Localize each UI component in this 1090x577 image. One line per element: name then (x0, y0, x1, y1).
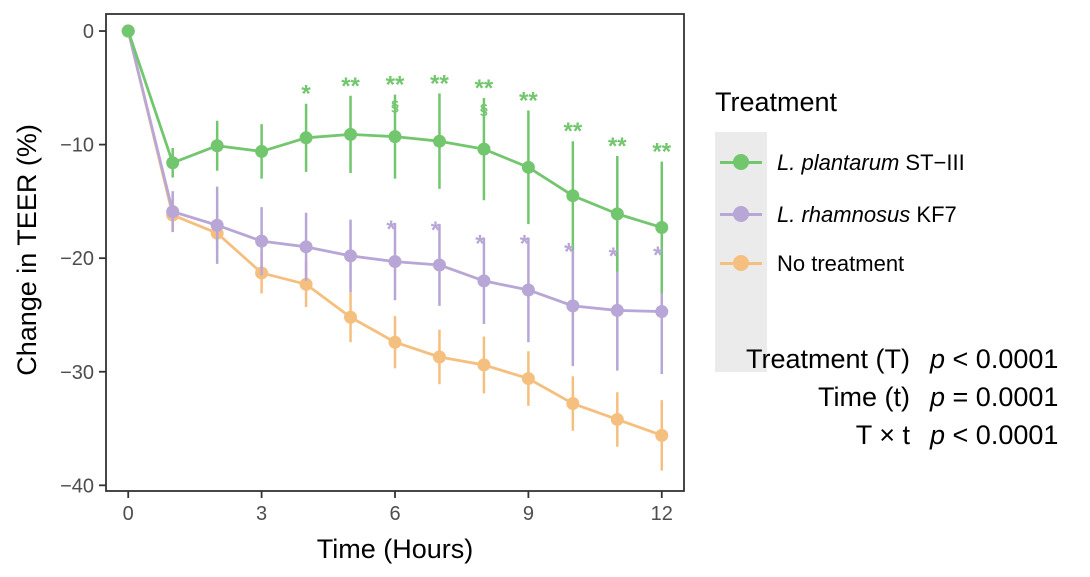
legend-key-rhamnosus (715, 192, 767, 238)
stat-term: Time (t) (818, 382, 910, 412)
significance-marker: ** (475, 75, 494, 102)
data-point (166, 205, 180, 219)
data-point (566, 397, 580, 411)
data-point (166, 156, 180, 170)
significance-marker: * (653, 242, 663, 269)
series-plantarum (121, 24, 669, 294)
data-point (121, 24, 135, 38)
legend: Treatment L. plantarum ST−III L. rhamnos… (715, 84, 1045, 372)
y-tick-label: −30 (60, 362, 94, 384)
axis-layer: 0 3 6 9 12 0 −10 −20 −30 −40 (60, 21, 673, 525)
section-marker: § (391, 98, 399, 115)
data-point (255, 144, 269, 158)
data-point (655, 221, 669, 235)
data-point (477, 142, 491, 156)
data-point (210, 139, 224, 153)
significance-marker: ** (341, 73, 360, 100)
significance-marker: ** (386, 72, 405, 99)
stat-term: Treatment (T) (745, 344, 910, 374)
data-point (655, 428, 669, 442)
legend-key-no-treatment (715, 241, 767, 287)
data-point (610, 207, 624, 221)
legend-label-no-treatment: No treatment (777, 251, 905, 276)
data-point (388, 335, 402, 349)
data-point (299, 240, 313, 254)
significance-marker: ** (430, 71, 449, 98)
stat-row: Treatment (T) p < 0.0001 (700, 340, 1080, 378)
data-point (344, 249, 358, 263)
stat-row: T × t p < 0.0001 (700, 416, 1080, 454)
stat-p-value: p < 0.0001 (930, 420, 1059, 450)
statistics-panel: Treatment (T) p < 0.0001 Time (t) p = 0.… (700, 340, 1080, 454)
y-tick-label: 0 (83, 21, 94, 43)
significance-marker: * (520, 231, 530, 258)
x-tick-label: 9 (523, 503, 534, 525)
data-point (210, 218, 224, 232)
data-point (477, 358, 491, 372)
legend-key-background (715, 132, 767, 372)
data-point (521, 160, 535, 174)
legend-label-plantarum: L. plantarum ST−III (777, 150, 965, 175)
significance-marker: ** (564, 118, 583, 145)
y-tick-label: −20 (60, 248, 94, 270)
y-tick-label: −40 (60, 475, 94, 497)
data-point (610, 303, 624, 317)
stat-row: Time (t) p = 0.0001 (700, 378, 1080, 416)
y-axis-title: Change in TEER (%) (12, 124, 42, 376)
section-marker: § (480, 101, 488, 118)
significance-marker: ** (652, 139, 671, 166)
data-point (344, 310, 358, 324)
data-point (432, 134, 446, 148)
data-point (610, 412, 624, 426)
data-point (299, 277, 313, 291)
x-tick-label: 3 (256, 503, 267, 525)
series-layer (121, 24, 669, 471)
significance-marker: * (609, 243, 619, 270)
significance-marker: * (475, 231, 485, 258)
data-point (432, 350, 446, 364)
stat-term: T × t (855, 420, 910, 450)
x-tick-label: 6 (389, 503, 400, 525)
significance-marker: * (564, 239, 574, 266)
data-point (388, 130, 402, 144)
y-tick-label: −10 (60, 135, 94, 157)
data-point (388, 255, 402, 269)
series-rhamnosus (121, 24, 669, 375)
data-point (299, 131, 313, 145)
data-point (566, 189, 580, 203)
data-point (477, 274, 491, 288)
stat-p-value: p = 0.0001 (930, 382, 1059, 412)
legend-item-no-treatment: No treatment (715, 241, 904, 287)
legend-key-plantarum (715, 140, 767, 186)
legend-title: Treatment (715, 87, 838, 117)
x-tick-label: 12 (651, 503, 673, 525)
legend-label-rhamnosus: L. rhamnosus KF7 (777, 202, 957, 227)
x-axis-title: Time (Hours) (317, 534, 474, 564)
series-no-treatment (121, 24, 669, 471)
data-point (344, 127, 358, 141)
stat-p-value: p < 0.0001 (930, 344, 1059, 374)
significance-marker: * (431, 217, 441, 244)
chart: * ** **§** **§ ****** *** ** * * * * 0 3 6 9 120−10−20… (12, 13, 685, 564)
data-point (521, 372, 535, 386)
legend-item-plantarum: L. plantarum ST−III (715, 140, 965, 186)
significance-marker: ** (519, 88, 538, 115)
annotation-layer: * ** **§** **§ ****** *** ** * * * * (301, 71, 671, 271)
data-point (521, 283, 535, 297)
legend-item-rhamnosus: L. rhamnosus KF7 (715, 192, 957, 238)
significance-marker: * (386, 216, 396, 243)
x-tick-label: 0 (123, 503, 134, 525)
data-point (432, 258, 446, 272)
data-point (655, 305, 669, 319)
data-point (255, 234, 269, 248)
significance-marker: * (301, 81, 311, 108)
significance-marker: ** (608, 133, 627, 160)
data-point (566, 299, 580, 313)
